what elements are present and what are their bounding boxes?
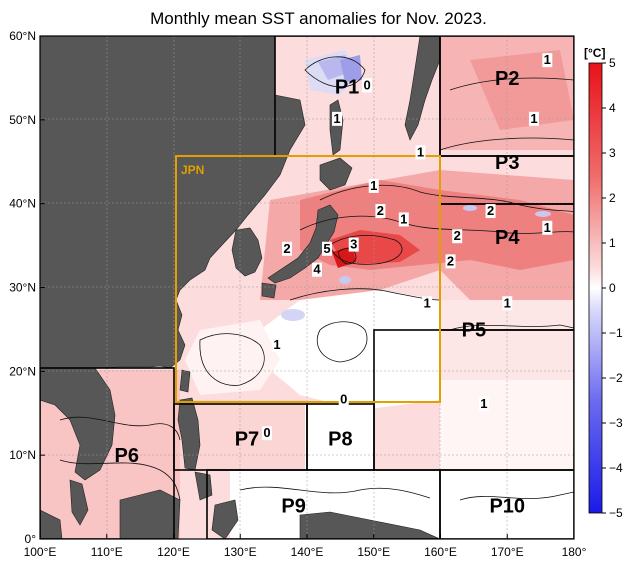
- colorbar-ticks: 5 4 3 2 1 0 −1 −2 −3 −4 −5: [602, 56, 623, 520]
- lon-tick-label: 100°E: [24, 545, 57, 559]
- contour-label-bg: [542, 220, 553, 235]
- colorbar-unit: [°C]: [584, 46, 605, 60]
- contour-value-label: 0: [340, 392, 347, 407]
- contour-label-bg: [502, 296, 513, 311]
- contour-value-label: 2: [283, 241, 290, 256]
- contour-label-bg: [368, 178, 379, 193]
- contour-value-label: 1: [273, 337, 280, 352]
- lon-tick-label: 120°E: [157, 545, 190, 559]
- anomaly-contours: [59, 56, 574, 501]
- contour-label-bg: [281, 241, 292, 256]
- contour-label-bg: [528, 111, 539, 126]
- lat-tick-label: 50°N: [9, 113, 36, 127]
- colorbar-tick-label: −1: [609, 326, 623, 340]
- jpn-label: JPN: [181, 163, 204, 177]
- contour-label-bg: [338, 392, 349, 407]
- graticule: [40, 36, 574, 539]
- region-label-p4: P4: [495, 227, 520, 249]
- region-boxes: [40, 36, 574, 539]
- lat-tick-label: 10°N: [9, 448, 36, 462]
- region-label-p5: P5: [462, 319, 486, 341]
- contour-label-bg: [271, 338, 282, 353]
- lon-tick-label: 130°E: [224, 545, 257, 559]
- colorbar: [°C] 5 4 3 2 1 0 −1 −2 −3 −4 −5: [584, 46, 623, 520]
- lon-tick-label: 110°E: [91, 545, 123, 559]
- contour-value-label: 2: [454, 228, 461, 243]
- contour-label-bg: [478, 396, 489, 411]
- colorbar-tick-label: −2: [609, 371, 623, 385]
- lon-tick-label: 180°: [562, 545, 587, 559]
- longitude-axis: 100°E 110°E 120°E 130°E 140°E 150°E 160°E 170°E…: [24, 534, 587, 559]
- contour-value-label: 1: [544, 52, 551, 67]
- lat-tick-label: 30°N: [9, 281, 36, 295]
- lat-tick-label: 20°N: [9, 364, 36, 378]
- contour-value-label: 1: [333, 111, 340, 126]
- lon-tick-label: 170°E: [491, 545, 524, 559]
- contour-label-bg: [322, 241, 333, 256]
- contour-label-bg: [261, 426, 272, 441]
- contour-value-label: 2: [447, 253, 454, 268]
- region-labels: P1 P2 P3 P4 P5 P6 P7 P8 P9 P10: [115, 68, 526, 518]
- colorbar-tick-label: 3: [609, 146, 616, 160]
- colorbar-tick-label: −4: [609, 461, 623, 475]
- contour-label-bg: [452, 229, 463, 244]
- contour-value-label: 1: [544, 220, 551, 235]
- colorbar-gradient: [588, 62, 603, 514]
- contour-value-label: 2: [377, 203, 384, 218]
- colorbar-tick-label: −5: [609, 506, 623, 520]
- lon-tick-label: 160°E: [424, 545, 457, 559]
- contour-label-bg: [422, 296, 433, 311]
- land-masses: [40, 36, 441, 539]
- region-label-p3: P3: [495, 152, 519, 174]
- map-title: Monthly mean SST anomalies for Nov. 2023…: [150, 9, 487, 28]
- lon-tick-label: 150°E: [357, 545, 390, 559]
- contour-label-bg: [445, 254, 456, 269]
- contour-value-label: 3: [350, 237, 357, 252]
- contour-label-bg: [362, 78, 373, 93]
- lat-tick-label: 40°N: [9, 197, 36, 211]
- contour-value-label: 0: [263, 425, 270, 440]
- contour-value-label: 5: [323, 241, 330, 256]
- lat-tick-label: 0°: [25, 532, 37, 546]
- contour-label-bg: [348, 237, 359, 252]
- contour-value-label: 1: [530, 111, 537, 126]
- colorbar-tick-label: 4: [609, 101, 616, 115]
- contour-label-bg: [415, 145, 426, 160]
- contour-value-label: 4: [313, 262, 321, 277]
- colorbar-tick-label: −3: [609, 416, 623, 430]
- contour-value-label: 1: [504, 295, 511, 310]
- region-label-p6: P6: [115, 445, 139, 467]
- lon-tick-label: 140°E: [291, 545, 324, 559]
- region-label-p1: P1: [335, 76, 359, 98]
- colorbar-tick-label: 0: [609, 281, 616, 295]
- contour-label-bg: [542, 53, 553, 68]
- contour-label-bg: [312, 262, 323, 277]
- contour-value-label: 2: [487, 203, 494, 218]
- contour-label-bg: [485, 204, 496, 219]
- contour-label-bg: [375, 204, 386, 219]
- contour-value-label: 1: [417, 144, 424, 159]
- contour-value-label: 1: [480, 396, 487, 411]
- latitude-axis: 0° 10°N 20°N 30°N 40°N 50°N 60°N: [9, 29, 45, 546]
- jpn-region-box: [175, 155, 441, 403]
- contour-value-label: 1: [424, 295, 431, 310]
- contour-value-label: 1: [370, 178, 377, 193]
- colorbar-tick-label: 2: [609, 191, 616, 205]
- contour-value-label: 1: [400, 211, 407, 226]
- region-label-p10: P10: [489, 495, 525, 517]
- region-label-p8: P8: [328, 428, 352, 450]
- region-label-p7: P7: [235, 428, 259, 450]
- contour-label-bg: [398, 212, 409, 227]
- contour-label-bg: [332, 111, 343, 126]
- lat-tick-label: 60°N: [9, 29, 36, 43]
- colorbar-tick-label: 1: [609, 236, 616, 250]
- colorbar-tick-label: 5: [609, 56, 616, 70]
- region-label-p2: P2: [495, 68, 519, 90]
- region-label-p9: P9: [281, 495, 305, 517]
- contour-value-label: 0: [363, 77, 370, 92]
